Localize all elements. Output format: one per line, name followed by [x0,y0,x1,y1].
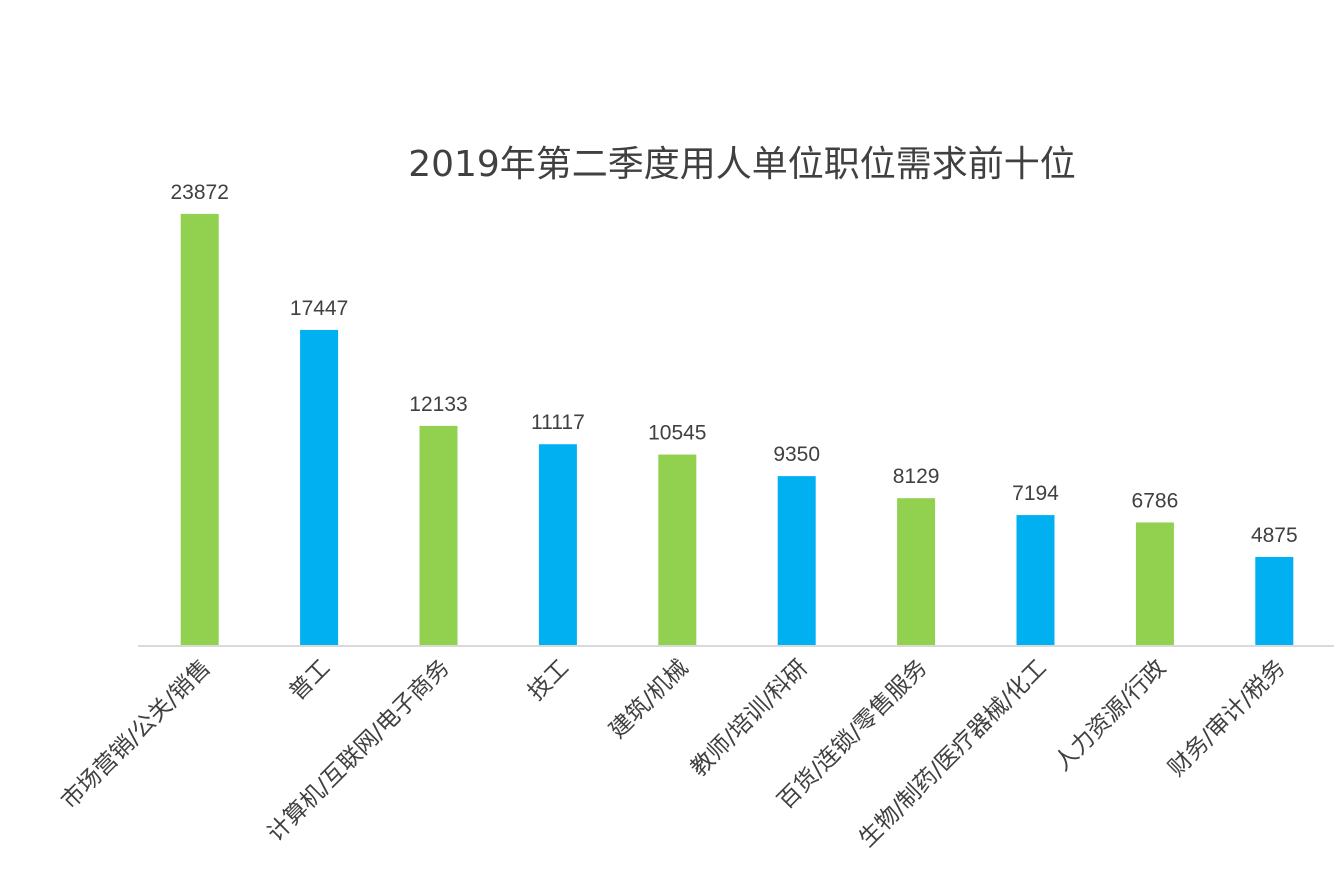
data-label-9: 6786 [1132,489,1179,512]
bar-9 [1135,522,1174,645]
bar-2 [300,329,339,645]
category-label-5: 建筑/机械 [605,655,694,744]
bar-7 [897,498,936,645]
data-label-8: 7194 [1012,482,1059,505]
data-label-7: 8129 [893,465,940,488]
data-labels-layer: 23872 17447 12133 11117 10545 9350 8129 7194 678… [170,181,1297,547]
chart-title: 2019年第二季度用人单位职位需求前十位 [408,144,1076,185]
category-label-6: 教师/培训/科研 [686,655,813,782]
category-label-4: 技工 [523,655,574,706]
category-label-2: 普工 [284,655,335,706]
category-label-10: 财务/审计/税务 [1164,655,1291,782]
category-label-9: 人力资源/行政 [1050,655,1171,776]
bar-8 [1016,515,1055,645]
bar-4 [538,444,577,645]
data-label-2: 17447 [290,297,348,320]
category-label-1: 市场营销/公关/销售 [56,655,215,814]
bar-3 [419,425,458,645]
bars-layer [180,213,1294,645]
bar-5 [658,454,697,645]
bar-1 [180,213,219,645]
data-label-6: 9350 [773,443,820,466]
data-label-1: 23872 [170,181,228,204]
bar-6 [777,476,816,645]
data-label-4: 11117 [531,411,585,434]
bar-10 [1255,556,1294,645]
data-label-10: 4875 [1251,524,1298,547]
data-label-3: 12133 [409,393,467,416]
data-label-5: 10545 [648,422,706,445]
